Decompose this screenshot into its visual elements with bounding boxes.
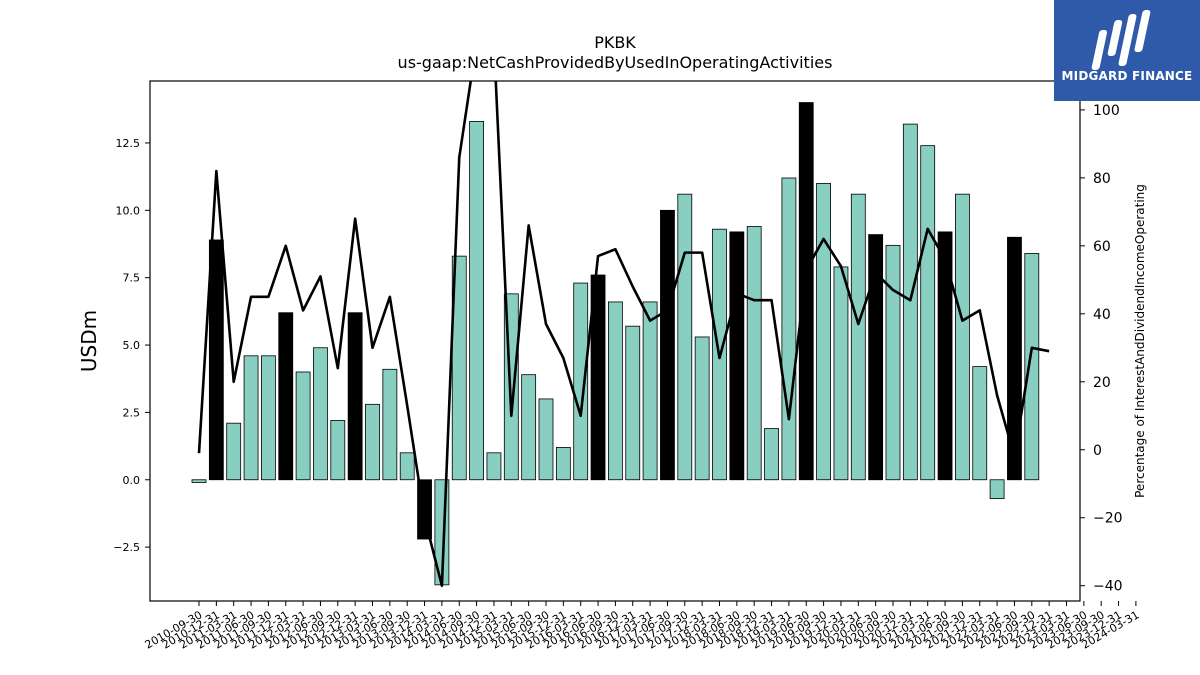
y2-tick-label: 80 <box>1093 171 1111 187</box>
bar <box>313 347 328 481</box>
bar <box>295 371 311 481</box>
bar <box>920 145 936 481</box>
bar <box>850 193 866 481</box>
y-tick-label: −2.5 <box>113 541 140 554</box>
bar <box>902 123 918 481</box>
bar <box>538 398 554 481</box>
y2-tick-label: 20 <box>1093 375 1111 391</box>
line-series <box>197 81 1050 588</box>
bar <box>746 226 762 481</box>
bar <box>955 193 970 481</box>
logo-text: MIDGARD FINANCE <box>1061 69 1193 83</box>
bar <box>382 368 398 481</box>
plot-frame <box>149 80 1081 602</box>
y-tick-label: 0.0 <box>123 474 141 487</box>
midgard-finance-logo: MIDGARD FINANCE <box>1054 0 1200 101</box>
x-axis-ticks: 2010-09-302010-12-312011-03-312011-06-30… <box>143 601 1141 652</box>
y2-tick-label: 60 <box>1093 239 1111 255</box>
right-y-axis-ticks: −40 −20 0 20 40 60 80 100 <box>1080 103 1123 595</box>
bar <box>573 282 589 481</box>
y2-tick-label: 40 <box>1093 307 1111 323</box>
bar <box>816 182 831 481</box>
bar <box>833 266 849 481</box>
bar <box>365 403 380 481</box>
bar <box>642 301 658 481</box>
bar <box>937 231 953 481</box>
bar <box>885 244 901 481</box>
bar <box>451 255 467 481</box>
chart-title: PKBK <box>594 33 636 52</box>
bar <box>590 274 606 481</box>
bar <box>1007 236 1022 481</box>
y2-tick-label: −40 <box>1093 579 1123 595</box>
left-y-axis-ticks: −2.5 0.0 2.5 5.0 7.5 10.0 12.5 <box>113 137 150 554</box>
bar <box>868 234 884 481</box>
y2-tick-label: 0 <box>1093 443 1102 459</box>
y2-tick-label: 100 <box>1093 103 1120 119</box>
y-tick-label: 5.0 <box>123 339 141 352</box>
y2-tick-label: −20 <box>1093 511 1123 527</box>
y-tick-label: 12.5 <box>116 137 141 150</box>
bar <box>764 428 779 481</box>
bar <box>729 231 745 481</box>
bar-series <box>191 102 1040 586</box>
bar <box>694 336 710 481</box>
bar <box>1024 253 1040 481</box>
bar <box>798 102 814 481</box>
bar <box>243 355 259 481</box>
bar <box>260 355 276 481</box>
chart-subtitle: us-gaap:NetCashProvidedByUsedInOperating… <box>398 53 833 72</box>
bar <box>469 121 485 481</box>
bar <box>781 177 797 481</box>
bar <box>660 209 675 481</box>
bar <box>972 366 988 481</box>
bar <box>677 193 693 481</box>
y-tick-label: 7.5 <box>123 272 141 285</box>
y2-axis-label: Percentage of InterestAndDividendIncomeO… <box>1133 184 1147 498</box>
midgard-logo-icon <box>1091 10 1151 70</box>
bar <box>625 325 641 481</box>
y-axis-label: USDm <box>77 310 101 372</box>
bar <box>608 301 623 481</box>
bar <box>486 452 502 481</box>
bar <box>399 452 415 481</box>
bar <box>555 447 571 481</box>
bar <box>989 479 1005 500</box>
bar <box>521 374 537 481</box>
y-tick-label: 2.5 <box>123 406 141 419</box>
bar <box>191 479 207 483</box>
bar <box>208 239 224 481</box>
y-tick-label: 10.0 <box>116 204 141 217</box>
bar <box>347 312 363 481</box>
bar <box>330 420 346 481</box>
bar <box>278 312 294 481</box>
line-path <box>197 81 1050 588</box>
bar <box>226 422 242 481</box>
